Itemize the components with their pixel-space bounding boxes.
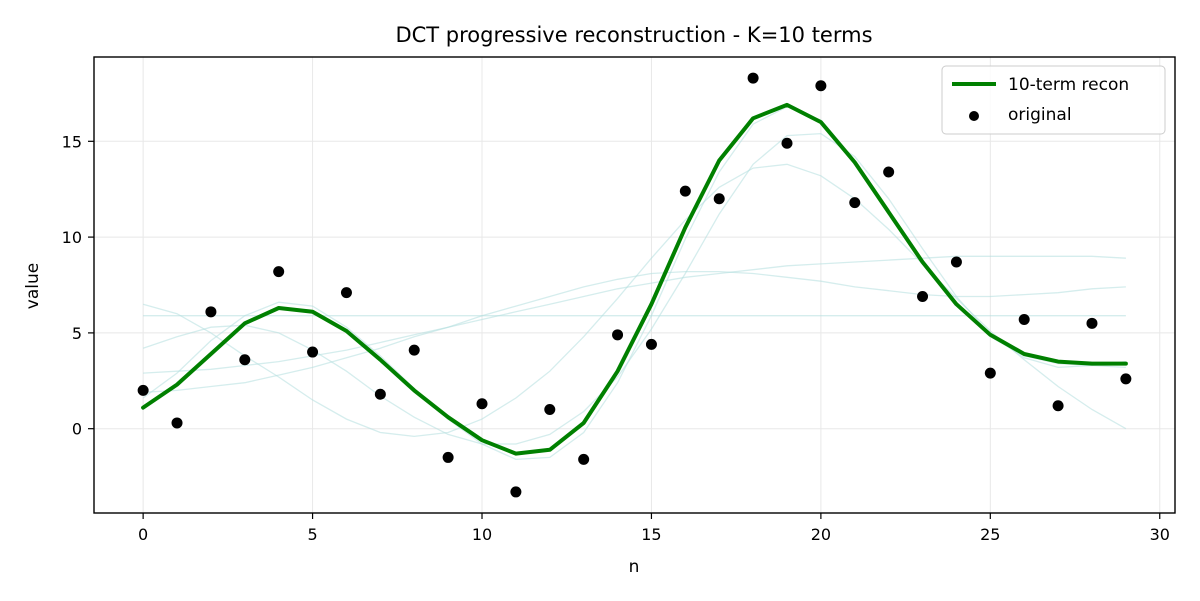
x-ticks: 0 5 10 15 20 25 30 [138,513,1170,544]
legend-dot-swatch [969,111,979,121]
original-data-point [137,384,149,396]
original-data-point [645,338,657,350]
partial-reconstruction-line-2 [143,255,1126,374]
original-data-point [239,354,251,366]
original-data-point [307,346,319,358]
original-data-point [713,193,725,205]
x-tick-label: 20 [811,525,831,544]
partial-reconstruction-line-3 [143,270,1126,393]
reconstruction-line [141,102,1128,456]
plot-frame [93,56,1176,514]
y-tick-label: 0 [72,420,82,439]
original-data-point [1120,373,1132,385]
original-data-point [205,306,217,318]
original-data-point [171,417,183,429]
legend-label-recon: 10-term recon [1008,75,1129,95]
original-data-point [883,166,895,178]
original-data-point [1018,313,1030,325]
x-tick-label: 0 [138,525,148,544]
original-data-point [849,197,861,209]
original-data-point [1052,400,1064,412]
x-tick-label: 25 [980,525,1000,544]
x-tick-label: 30 [1150,525,1170,544]
x-tick-label: 5 [307,525,317,544]
original-data-point [374,388,386,400]
y-tick-label: 10 [62,228,82,247]
grid [94,57,1175,513]
original-data-point [340,287,352,299]
partial-reconstruction-line-5 [142,132,1126,445]
partial-reconstructions [142,106,1127,461]
original-data-point [815,80,827,92]
original-data-point [917,290,929,302]
original-data-point [544,404,556,416]
original-data-point [679,185,691,197]
original-data-point [273,266,285,278]
legend-label-original: original [1008,105,1072,125]
original-data-point [781,137,793,149]
series-lines [141,102,1128,456]
original-data-point [408,344,420,356]
x-axis-label: n [629,557,640,577]
original-data-point [984,367,996,379]
y-axis-label: value [23,263,43,309]
original-data-point [510,486,522,498]
original-data-point [612,329,624,341]
original-data-point [950,256,962,268]
x-tick-label: 15 [641,525,661,544]
original-data-point [747,72,759,84]
original-data-point [476,398,488,410]
legend: 10-term recon original [941,65,1166,135]
legend-box [941,65,1166,135]
original-data-point [442,451,454,463]
y-tick-label: 15 [62,132,82,151]
y-tick-label: 5 [72,324,82,343]
original-data-point [1086,317,1098,329]
chart-title: DCT progressive reconstruction - K=10 te… [395,23,872,47]
x-tick-label: 10 [472,525,492,544]
y-ticks: 0 5 10 15 [62,132,94,439]
original-data-point [578,453,590,465]
series-points [137,72,1132,498]
